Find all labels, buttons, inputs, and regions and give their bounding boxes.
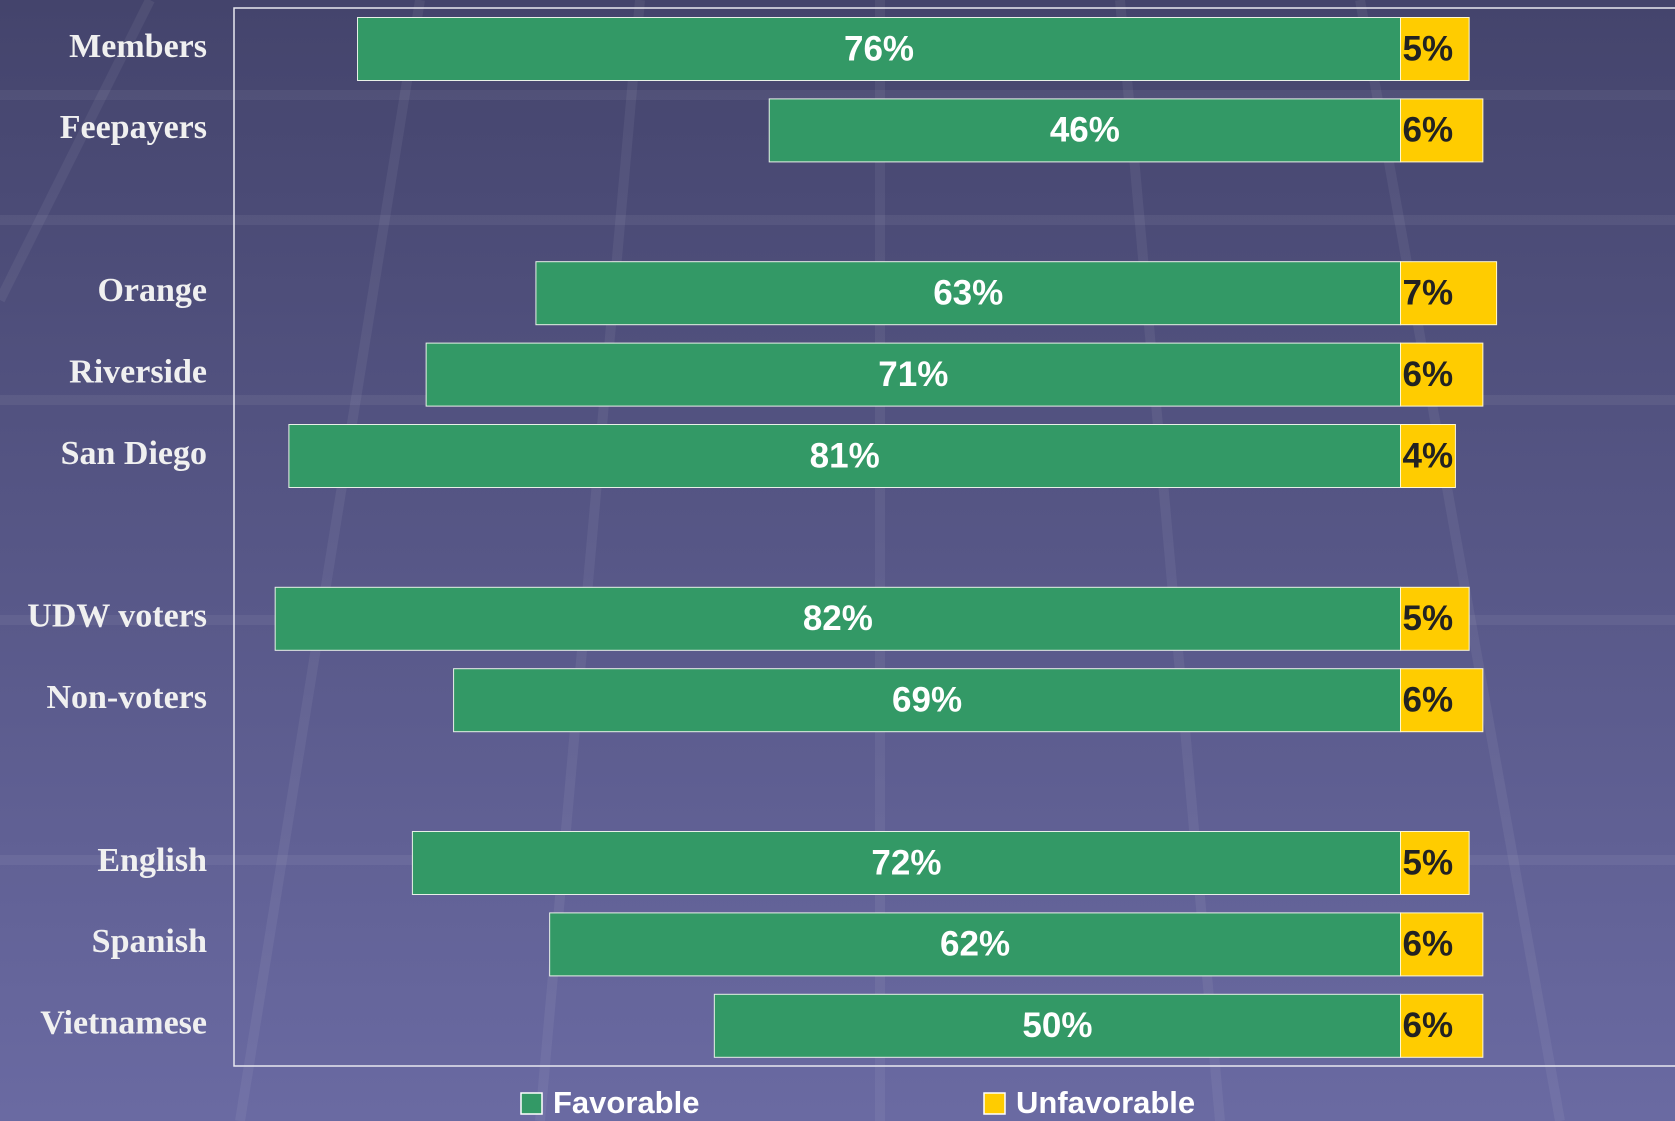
category-label: Spanish <box>92 923 207 960</box>
bar-favorable <box>274 586 1402 651</box>
bar-favorable <box>357 17 1402 81</box>
bar-unfavorable <box>1400 342 1484 407</box>
category-label: UDW voters <box>27 598 207 635</box>
data-label: 5% <box>1403 843 1454 882</box>
bar-unfavorable <box>1400 586 1470 651</box>
bar-unfavorable <box>1400 98 1484 163</box>
legend-label: Unfavorable <box>1016 1085 1195 1120</box>
data-label: 5% <box>1403 599 1454 638</box>
bar-unfavorable <box>1400 261 1498 326</box>
category-label: English <box>97 842 207 879</box>
data-label: 50% <box>1022 1006 1092 1045</box>
bar-favorable <box>411 831 1402 895</box>
bar-unfavorable <box>1400 993 1484 1058</box>
bar-unfavorable <box>1400 424 1456 488</box>
data-label: 62% <box>940 925 1010 964</box>
data-label: 76% <box>844 29 914 68</box>
bar-favorable <box>713 993 1402 1058</box>
category-label: Orange <box>97 272 207 309</box>
data-label: 6% <box>1403 925 1454 964</box>
data-label: 6% <box>1403 1006 1454 1045</box>
data-label: 46% <box>1050 111 1120 150</box>
bar-favorable <box>768 98 1402 163</box>
category-label: Riverside <box>69 353 207 390</box>
plot-frame <box>233 7 1675 1067</box>
legend-swatch <box>520 1092 543 1115</box>
data-label: 6% <box>1403 680 1454 719</box>
bar-unfavorable <box>1400 912 1484 977</box>
data-label: 63% <box>933 273 1003 312</box>
category-label: Feepayers <box>60 109 207 146</box>
legend-label: Favorable <box>553 1085 699 1120</box>
bar-favorable <box>288 424 1402 488</box>
category-label: Non-voters <box>46 679 207 716</box>
data-label: 6% <box>1403 355 1454 394</box>
category-label: Vietnamese <box>40 1005 207 1042</box>
bar-unfavorable <box>1400 668 1484 733</box>
data-label: 7% <box>1403 273 1454 312</box>
data-label: 5% <box>1403 29 1454 68</box>
data-label: 82% <box>803 599 873 638</box>
data-label: 6% <box>1403 111 1454 150</box>
bar-unfavorable <box>1400 17 1470 81</box>
data-label: 4% <box>1403 436 1454 475</box>
data-label: 69% <box>892 680 962 719</box>
bar-favorable <box>549 912 1402 977</box>
data-label: 71% <box>878 355 948 394</box>
category-label: San Diego <box>61 435 207 472</box>
category-label: Members <box>69 28 207 65</box>
bar-favorable <box>453 668 1402 733</box>
bar-favorable <box>425 342 1402 407</box>
bar-unfavorable <box>1400 831 1470 895</box>
bar-favorable <box>535 261 1402 326</box>
data-label: 72% <box>871 843 941 882</box>
data-label: 81% <box>810 436 880 475</box>
legend-swatch <box>983 1092 1006 1115</box>
